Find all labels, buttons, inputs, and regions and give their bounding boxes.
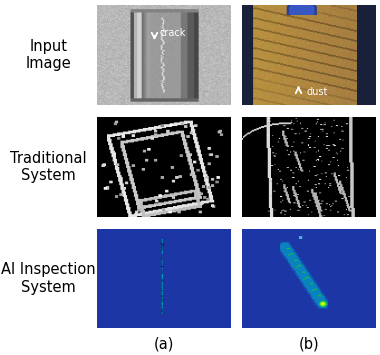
Text: Traditional
System: Traditional System bbox=[10, 151, 87, 183]
Text: dust: dust bbox=[307, 87, 328, 97]
Text: (b): (b) bbox=[299, 336, 320, 351]
Text: AI Inspection
System: AI Inspection System bbox=[1, 262, 96, 295]
Text: (a): (a) bbox=[154, 336, 174, 351]
Text: crack: crack bbox=[160, 28, 186, 38]
Text: Input
Image: Input Image bbox=[25, 39, 71, 71]
